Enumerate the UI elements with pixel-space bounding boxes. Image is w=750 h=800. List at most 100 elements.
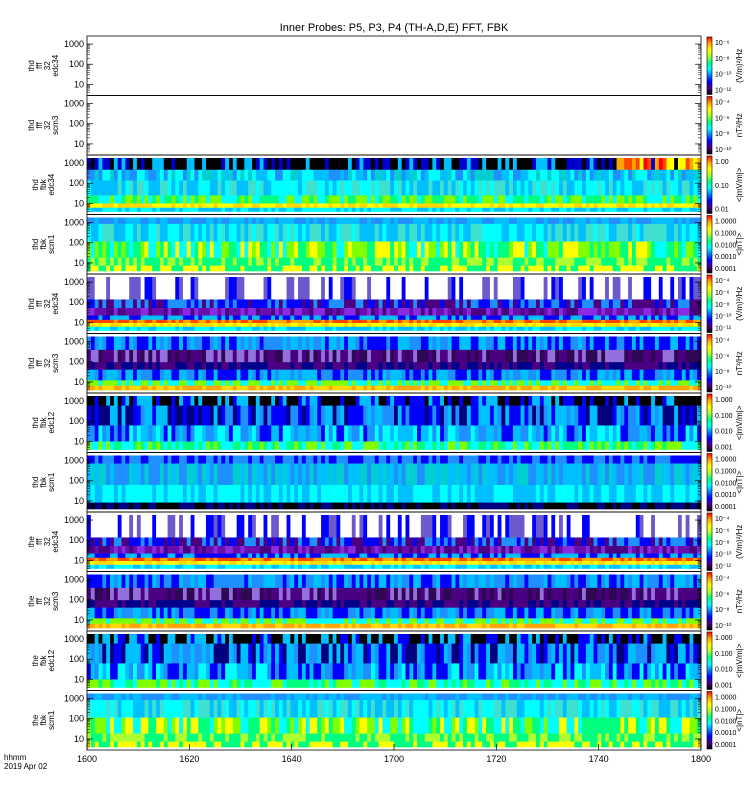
y-axis-label: 32 bbox=[43, 358, 52, 367]
colorbar-label: <|nT|> bbox=[735, 709, 744, 732]
y-tick-label: 10 bbox=[74, 198, 84, 208]
colorbar-tick-label: 0.0010 bbox=[715, 492, 737, 499]
y-tick-label: 10 bbox=[74, 674, 84, 684]
colorbar-tick-label: 0.001 bbox=[715, 683, 733, 690]
y-tick-label: 10 bbox=[74, 496, 84, 506]
y-tick-label: 1000 bbox=[64, 396, 84, 406]
colorbar-label: <|mV/m|> bbox=[735, 643, 744, 678]
colorbar bbox=[706, 691, 713, 750]
colorbar-label: nT²/Hz bbox=[735, 113, 744, 137]
colorbar bbox=[706, 572, 713, 631]
colorbar bbox=[706, 36, 713, 95]
y-tick-label: 1000 bbox=[64, 694, 84, 704]
x-tick-label: 1640 bbox=[282, 754, 302, 764]
colorbar-label: <|nT|> bbox=[735, 233, 744, 256]
colorbar-tick-label: 10⁻⁶ bbox=[715, 115, 729, 122]
panel-1: 1000 100 10 thd fff 32 edc34 10⁻⁶ 10⁻⁸ 10⁻¹⁰ 10⁻¹²… bbox=[27, 35, 744, 96]
colorbar-tick-label: 0.1000 bbox=[715, 230, 737, 237]
y-tick-label: 1000 bbox=[64, 99, 84, 109]
y-axis-label: fbk bbox=[39, 476, 48, 488]
colorbar-tick-label: 10⁻⁶ bbox=[715, 353, 729, 360]
colorbar-tick-label: 10⁻¹⁰ bbox=[715, 313, 732, 321]
colorbar-label: (V/m)²/Hz bbox=[735, 525, 744, 559]
y-tick-label: 10 bbox=[74, 436, 84, 446]
colorbar-label: <|mV/m|> bbox=[735, 167, 744, 202]
colorbar-tick-label: 0.0001 bbox=[715, 742, 737, 749]
x-tick-label: 1620 bbox=[179, 754, 199, 764]
chart-title: Inner Probes: P5, P3, P4 (TH-A,D,E) FFT,… bbox=[280, 22, 509, 34]
colorbar-tick-label: 0.001 bbox=[715, 445, 733, 452]
y-axis-label: fbk bbox=[39, 714, 48, 726]
colorbar-label: <|nT|> bbox=[735, 471, 744, 494]
panel-9: 1000 100 10 the fff 32 edc34 10⁻⁴ 10⁻⁶ 10⁻⁸ 10⁻¹⁰ 1… bbox=[27, 511, 744, 572]
colorbar bbox=[706, 274, 713, 333]
y-axis-label: fff bbox=[35, 538, 44, 545]
spectrogram-cells bbox=[87, 634, 702, 688]
y-tick-label: 100 bbox=[69, 357, 84, 367]
y-axis-label: fff bbox=[35, 300, 44, 307]
y-tick-label: 100 bbox=[69, 297, 84, 307]
x-tick-label: 1740 bbox=[589, 754, 609, 764]
colorbar-tick-label: 0.0010 bbox=[715, 254, 737, 261]
colorbar bbox=[706, 155, 713, 214]
colorbar-tick-label: 0.010 bbox=[715, 667, 733, 674]
panel-8: 1000 100 10 thd fbk scm1 1.0000 0.1000 0.0100 0.0… bbox=[31, 452, 744, 513]
colorbar-label: <|mV/m|> bbox=[735, 405, 744, 440]
x-axis-date: 2019 Apr 02 bbox=[4, 762, 48, 771]
colorbar-tick-label: 10⁻⁴ bbox=[715, 278, 730, 285]
colorbar-tick-label: 0.0010 bbox=[715, 730, 737, 737]
x-tick-label: 1720 bbox=[486, 754, 506, 764]
spectrogram-cells bbox=[87, 515, 702, 569]
y-axis-label: scm1 bbox=[47, 234, 56, 254]
colorbar-tick-label: 10⁻⁴ bbox=[715, 338, 730, 345]
y-axis-label: thd bbox=[27, 358, 36, 369]
colorbar bbox=[706, 334, 713, 393]
colorbar-tick-label: 10⁻⁶ bbox=[715, 591, 729, 598]
spectrogram-cells bbox=[87, 217, 702, 272]
y-axis-label: thd bbox=[31, 179, 40, 190]
colorbar bbox=[706, 631, 713, 690]
colorbar-tick-label: 0.0001 bbox=[715, 266, 737, 273]
y-tick-label: 1000 bbox=[64, 337, 84, 347]
y-axis-label: 32 bbox=[43, 61, 52, 70]
panel-6: 1000 100 10 thd fff 32 scm3 10⁻⁴ 10⁻⁶ 10⁻⁸ 10⁻¹⁰ nT… bbox=[27, 333, 744, 394]
y-axis-label: the bbox=[31, 655, 40, 667]
spectrogram-cells bbox=[87, 277, 702, 331]
y-tick-label: 10 bbox=[74, 139, 84, 149]
colorbar-tick-label: 10⁻⁸ bbox=[715, 540, 729, 547]
y-axis-label: the bbox=[31, 714, 40, 726]
colorbar-tick-label: 10⁻⁸ bbox=[715, 131, 729, 138]
panel-11: 1000 100 10 the fbk edc12 1.000 0.100 0.010 0.001… bbox=[31, 630, 744, 691]
panel-12: 1000 100 10 the fbk scm1 1.0000 0.1000 0.0100 0.0… bbox=[31, 690, 744, 751]
x-tick-label: 1800 bbox=[691, 754, 711, 764]
y-axis-label: the bbox=[27, 595, 36, 607]
colorbar-tick-label: 1.0000 bbox=[715, 219, 737, 226]
y-axis-label: 32 bbox=[43, 596, 52, 605]
y-axis-label: fbk bbox=[39, 238, 48, 250]
x-tick-label: 1600 bbox=[77, 754, 97, 764]
colorbar-tick-label: 10⁻¹² bbox=[715, 88, 732, 95]
y-axis-label: scm3 bbox=[51, 353, 60, 373]
colorbar-tick-label: 10⁻¹² bbox=[715, 564, 732, 571]
y-tick-label: 1000 bbox=[64, 634, 84, 644]
panel-frame bbox=[86, 35, 702, 96]
colorbar-label: nT²/Hz bbox=[735, 351, 744, 375]
colorbar-label: nT²/Hz bbox=[735, 589, 744, 613]
y-axis-label: thd bbox=[31, 477, 40, 488]
y-tick-label: 10 bbox=[74, 615, 84, 625]
y-axis-label: scm3 bbox=[51, 591, 60, 611]
colorbar-tick-label: 0.0100 bbox=[715, 242, 737, 249]
y-axis-label: edc34 bbox=[51, 54, 60, 76]
spectrogram-cells bbox=[87, 158, 702, 212]
colorbar-tick-label: 1.0000 bbox=[715, 695, 737, 702]
y-tick-label: 100 bbox=[69, 119, 84, 129]
colorbar-tick-label: 1.000 bbox=[715, 635, 733, 642]
y-tick-label: 100 bbox=[69, 654, 84, 664]
colorbar-tick-label: 10⁻⁶ bbox=[715, 40, 729, 47]
colorbar-tick-label: 0.1000 bbox=[715, 706, 737, 713]
colorbar-tick-label: 10⁻¹⁰ bbox=[715, 384, 732, 392]
y-tick-label: 100 bbox=[69, 59, 84, 69]
colorbar-label: (V/m)²/Hz bbox=[735, 49, 744, 83]
